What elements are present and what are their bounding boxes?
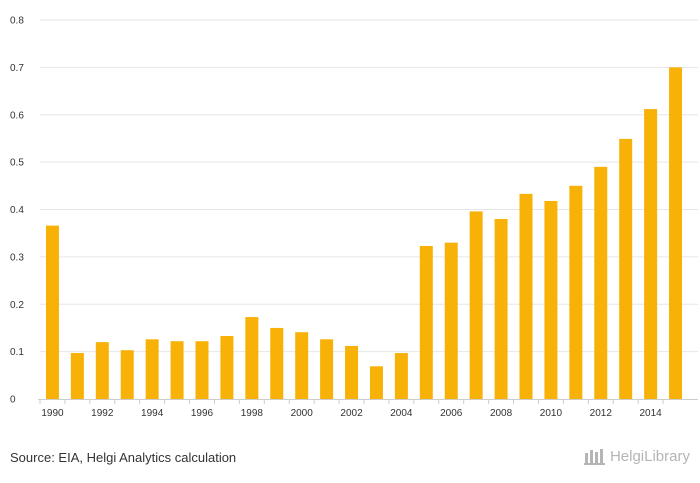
bar-1991[interactable] (70, 353, 84, 399)
y-tick-label: 0.4 (10, 205, 24, 216)
bar-2007[interactable] (469, 211, 483, 399)
bar-1997[interactable] (220, 335, 234, 399)
bar-2015[interactable] (669, 67, 683, 399)
bar-2014[interactable] (644, 109, 658, 399)
bars (45, 67, 683, 399)
y-tick-label: 0.6 (10, 110, 24, 121)
x-tick-label: 1992 (91, 408, 114, 419)
bar-2006[interactable] (444, 242, 458, 399)
bar-2012[interactable] (594, 166, 608, 399)
library-icon (583, 449, 605, 465)
x-axis-ticks: 1990 1992 1994 1996 1998 2000 2002 2004 2006 2008… (39, 399, 664, 419)
x-tick-label: 2012 (590, 408, 613, 419)
x-tick-label: 2002 (340, 408, 363, 419)
bar-1994[interactable] (145, 339, 159, 399)
bar-2001[interactable] (320, 339, 334, 399)
brand-logo[interactable]: HelgiLibrary (583, 447, 690, 465)
grid-lines (40, 19, 698, 353)
bar-2010[interactable] (544, 200, 558, 399)
bar-1990[interactable] (45, 225, 59, 399)
y-axis-ticks: 0 0.1 0.2 0.3 0.4 0.5 0.6 0.7 0.8 (10, 16, 24, 406)
x-tick-label: 1998 (241, 408, 264, 419)
y-tick-label: 0.5 (10, 158, 24, 169)
bar-2004[interactable] (394, 353, 408, 399)
bar-2000[interactable] (295, 332, 309, 399)
y-tick-label: 0.7 (10, 63, 24, 74)
x-tick-label: 2010 (540, 408, 563, 419)
bar-2005[interactable] (419, 245, 433, 399)
y-tick-label: 0.1 (10, 347, 24, 358)
brand-name: HelgiLibrary (609, 447, 690, 465)
bar-1998[interactable] (245, 317, 259, 399)
y-tick-label: 0.8 (10, 16, 24, 27)
bar-2011[interactable] (569, 185, 583, 399)
bar-chart: 00.10.20.30.40.50.60.70.8 1990 1992 1994 19… (10, 16, 698, 419)
x-tick-label: 2014 (639, 408, 662, 419)
bar-2013[interactable] (619, 138, 633, 399)
x-tick-label: 1990 (41, 408, 64, 419)
x-tick-label: 2004 (390, 408, 413, 419)
y-tick-label: 0 (10, 395, 16, 406)
y-tick-label: 0.2 (10, 300, 24, 311)
bar-1992[interactable] (95, 342, 109, 399)
x-tick-label: 2006 (440, 408, 463, 419)
x-tick-label: 1994 (141, 408, 164, 419)
bar-1996[interactable] (195, 341, 209, 399)
bar-1995[interactable] (170, 341, 184, 399)
source-note: Source: EIA, Helgi Analytics calculation (10, 450, 237, 465)
bar-2002[interactable] (345, 345, 359, 399)
x-tick-label: 1996 (191, 408, 214, 419)
y-tick-label: 0.3 (10, 252, 24, 263)
bar-2003[interactable] (369, 366, 383, 399)
x-tick-label: 2008 (490, 408, 513, 419)
bar-2008[interactable] (494, 218, 508, 399)
bar-1993[interactable] (120, 350, 134, 399)
x-tick-label: 2000 (291, 408, 314, 419)
bar-2009[interactable] (519, 193, 533, 399)
bar-1999[interactable] (270, 327, 284, 399)
